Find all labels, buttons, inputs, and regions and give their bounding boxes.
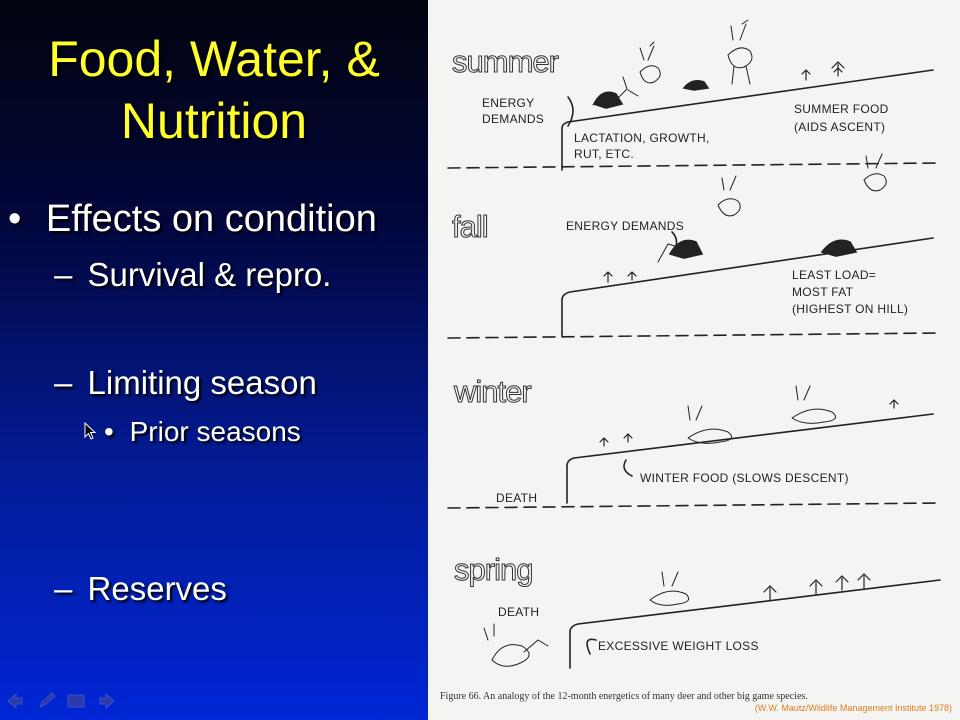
bullet-reserves-text: Reserves [87,570,227,607]
slideshow-nav-bar [6,692,118,710]
bullet-effects: • Effects on condition [8,198,377,241]
label-fall-energy: ENERGY DEMANDS [566,219,684,233]
fall-shrubs [603,271,637,283]
arrow-right-icon[interactable] [99,692,115,710]
slides-menu-icon[interactable] [67,694,85,708]
label-fall-load-1: LEAST LOAD= [792,268,876,282]
fall-hillside [561,237,934,337]
pen-icon[interactable] [39,692,56,708]
fall-energy-arrow [671,231,678,247]
summer-baseline [447,162,939,169]
summer-energy-arrow [567,96,574,127]
label-fall-load-3: (HIGHEST ON HILL) [792,302,908,316]
fall-deer-dark-1 [668,239,704,259]
season-summer: summer [452,44,559,79]
season-winter: winter [453,374,531,409]
winter-hillside [566,413,934,504]
bullet-glyph: • [8,198,22,240]
bullet-reserves: – Reserves [54,570,227,608]
label-spring-weight-loss: EXCESSIVE WEIGHT LOSS [598,639,759,653]
dash-glyph: – [54,256,73,293]
bullet-prior-text: Prior seasons [129,416,301,447]
label-winter-food: WINTER FOOD (SLOWS DESCENT) [640,471,849,485]
dash-glyph: – [54,570,73,607]
winter-baseline [447,502,939,509]
figure-credit: (W.W. Mautz/Wildlife Management Institut… [755,703,952,713]
winter-shrubs [599,399,899,447]
label-summer-food-2: (AIDS ASCENT) [794,120,885,134]
label-winter-death: DEATH [496,491,537,505]
spring-loss-arrow [586,638,597,655]
winter-deer-group [687,385,837,444]
bullet-prior: • Prior seasons [104,416,301,448]
bullet-effects-text: Effects on condition [45,198,377,240]
season-fall: fall [452,209,488,244]
bullet-limiting: – Limiting season [54,364,317,402]
slide-title-line-1: Food, Water, & [48,31,380,87]
fall-deer-dark-2 [820,239,858,257]
summer-deer-dark-1 [592,91,624,109]
summer-hillside [561,69,934,171]
arrow-left-icon[interactable] [7,692,23,710]
deer-energetics-figure: summer fall winter spring ENERGY DEMANDS… [428,0,960,720]
mouse-cursor-icon [84,422,97,440]
label-summer-energy-1: ENERGY [482,96,534,110]
summer-shrubs [801,61,845,81]
summer-deer-group [592,19,753,106]
figure-caption: Figure 66. An analogy of the 12-month en… [440,691,808,702]
label-fall-load-2: MOST FAT [792,285,854,299]
bullet-limiting-text: Limiting season [87,364,317,401]
bullet-glyph: • [104,416,114,447]
spring-hillside [569,579,941,669]
fall-baseline [447,332,939,339]
season-spring: spring [454,552,532,587]
winter-food-arrow [623,459,633,477]
dash-glyph: – [54,364,73,401]
bullet-survival: – Survival & repro. [54,256,331,294]
spring-deer-group [483,571,690,667]
slide-title-line-2: Nutrition [120,93,308,149]
label-summer-energy-2: DEMANDS [482,112,544,126]
label-summer-lactation-1: LACTATION, GROWTH, [574,131,710,145]
bullet-survival-text: Survival & repro. [87,256,332,293]
label-summer-lactation-2: RUT, ETC. [574,147,634,161]
slide-text-area: Food, Water, & Nutrition • Effects on co… [0,0,428,720]
label-spring-death: DEATH [498,605,539,619]
spring-shrubs [763,573,871,601]
label-summer-food-1: SUMMER FOOD [794,102,889,116]
summer-deer-dark-2 [682,80,710,91]
